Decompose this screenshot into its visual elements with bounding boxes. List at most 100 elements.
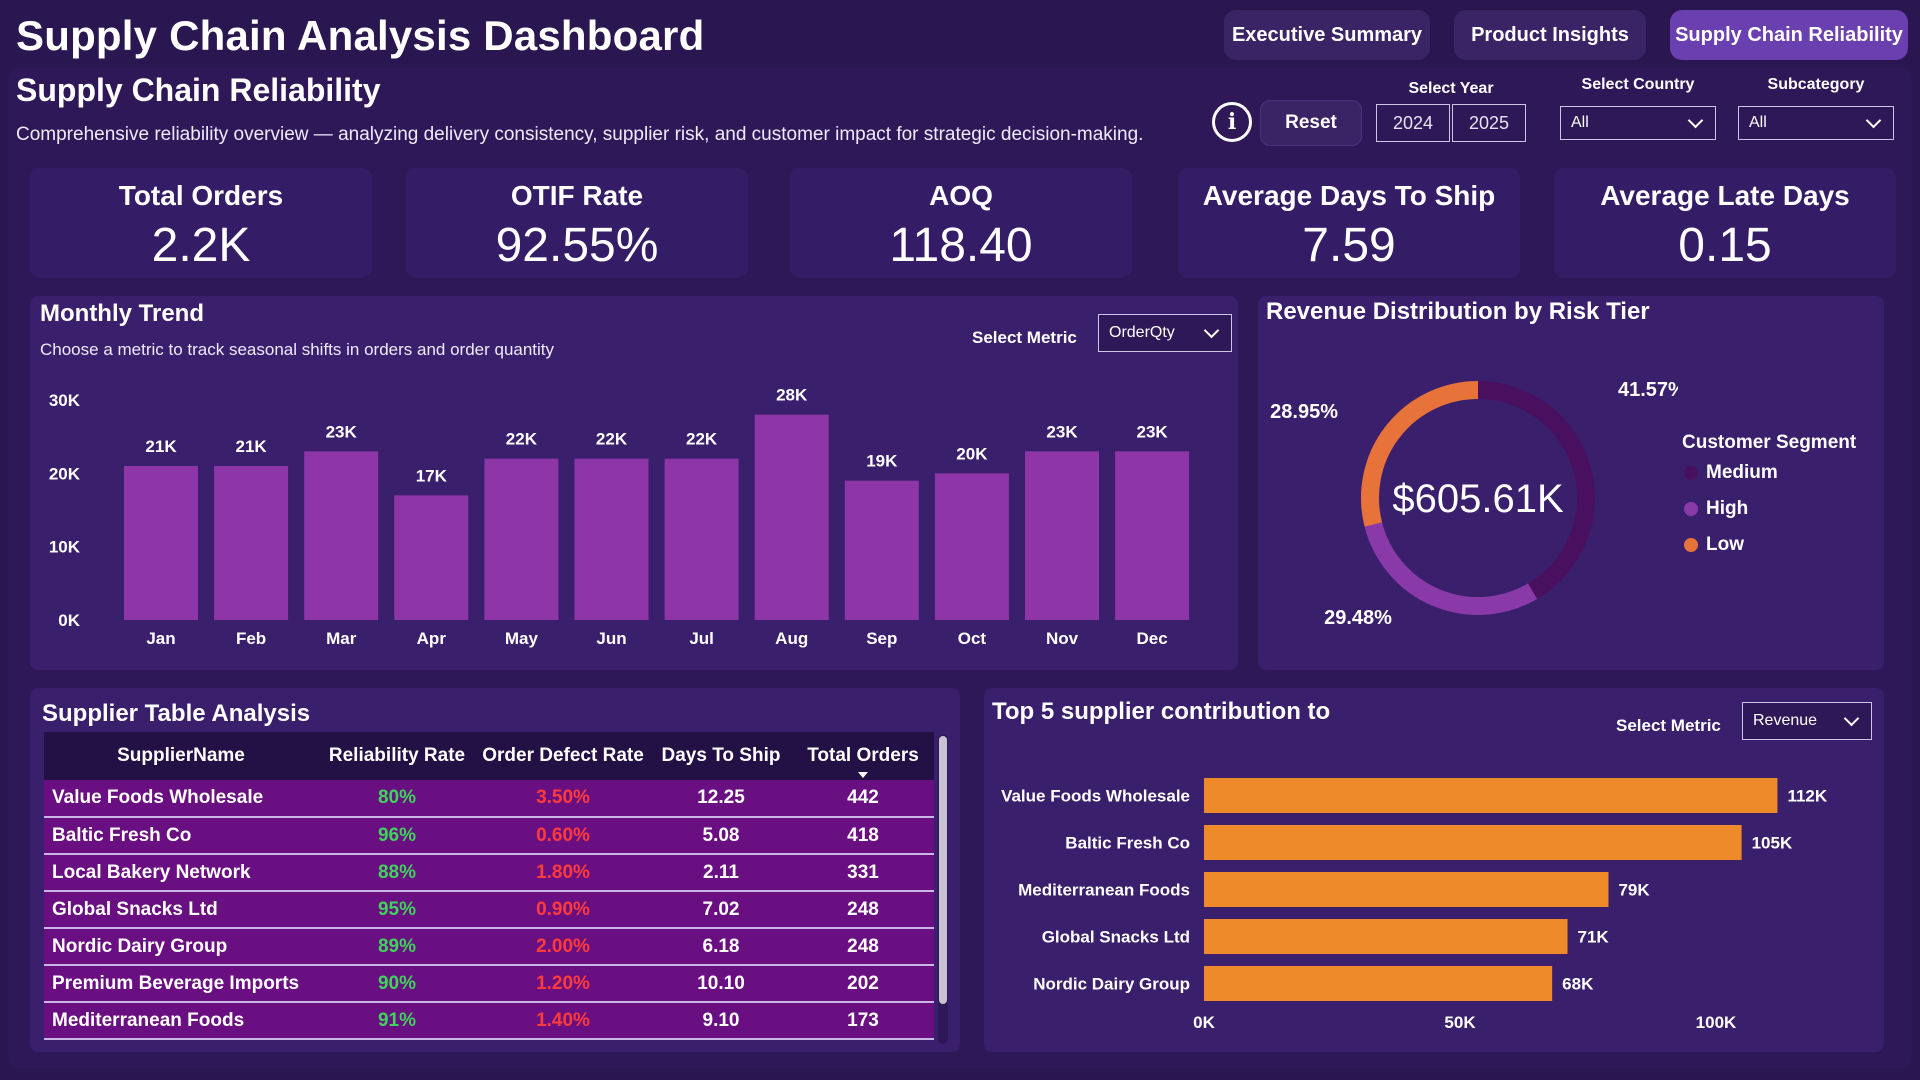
data-label: 23K bbox=[1137, 422, 1169, 441]
supplier-name-cell: Nordic Dairy Group bbox=[44, 928, 318, 966]
column-header-reliability-rate[interactable]: Reliability Rate bbox=[318, 732, 476, 780]
year-2025-button[interactable]: 2025 bbox=[1452, 104, 1526, 142]
reliability-rate-cell: 89% bbox=[318, 928, 476, 966]
reliability-rate-cell: 88% bbox=[318, 854, 476, 892]
monthly-trend-subtitle: Choose a metric to track seasonal shifts… bbox=[40, 340, 555, 359]
data-label: 19K bbox=[866, 452, 898, 471]
chevron-down-icon bbox=[1203, 322, 1220, 338]
data-label: 22K bbox=[686, 430, 718, 449]
monthly-trend-title: Monthly Trend bbox=[40, 300, 204, 327]
chevron-down-icon bbox=[1865, 112, 1882, 128]
tab-supply-chain-reliability[interactable]: Supply Chain Reliability bbox=[1670, 10, 1908, 60]
kpi-average-late-days: Average Late Days 0.15 bbox=[1554, 168, 1896, 278]
total-orders-cell: 173 bbox=[792, 1002, 934, 1040]
supplier-name-cell: Local Bakery Network bbox=[44, 854, 318, 892]
y-tick-label: Baltic Fresh Co bbox=[1065, 834, 1190, 853]
x-tick-label: May bbox=[505, 629, 539, 648]
data-label: 17K bbox=[416, 466, 448, 485]
column-header-suppliername[interactable]: SupplierName bbox=[44, 732, 318, 780]
legend-item-high[interactable]: High bbox=[1684, 498, 1778, 520]
table-row[interactable]: Baltic Fresh Co 96% 0.60% 5.08 418 bbox=[44, 817, 934, 855]
supplier-name-cell: Premium Beverage Imports bbox=[44, 965, 318, 1003]
column-header-total-orders[interactable]: Total Orders bbox=[792, 732, 934, 780]
year-2024-button[interactable]: 2024 bbox=[1376, 104, 1450, 142]
x-tick-label: Mar bbox=[326, 629, 357, 648]
data-label: 105K bbox=[1752, 834, 1793, 853]
subcategory-dropdown-value: All bbox=[1749, 114, 1767, 131]
column-header-days-to-ship[interactable]: Days To Ship bbox=[650, 732, 792, 780]
legend-label: Medium bbox=[1706, 462, 1778, 483]
data-label: 21K bbox=[145, 437, 177, 456]
kpi-otif-rate: OTIF Rate 92.55% bbox=[406, 168, 748, 278]
tab-executive-summary[interactable]: Executive Summary bbox=[1224, 10, 1430, 60]
donut-slice-high bbox=[1364, 522, 1538, 615]
bar bbox=[1204, 872, 1609, 907]
reset-button[interactable]: Reset bbox=[1260, 100, 1362, 146]
reliability-rate-cell: 95% bbox=[318, 891, 476, 929]
bar bbox=[1204, 825, 1742, 860]
legend-label: Low bbox=[1706, 534, 1744, 555]
data-label: 79K bbox=[1618, 881, 1650, 900]
table-row[interactable]: Nordic Dairy Group 89% 2.00% 6.18 248 bbox=[44, 928, 934, 966]
table-row[interactable]: Global Snacks Ltd 95% 0.90% 7.02 248 bbox=[44, 891, 934, 929]
tab-product-insights[interactable]: Product Insights bbox=[1454, 10, 1646, 60]
donut-center-value: $605.61K bbox=[1392, 477, 1564, 521]
donut-slice-medium bbox=[1477, 381, 1595, 599]
reliability-rate-cell: 90% bbox=[318, 965, 476, 1003]
table-row[interactable]: Mediterranean Foods 91% 1.40% 9.10 173 bbox=[44, 1002, 934, 1040]
x-tick-label: 100K bbox=[1696, 1013, 1737, 1032]
kpi-label: AOQ bbox=[929, 180, 993, 211]
column-header-order-defect-rate[interactable]: Order Defect Rate bbox=[476, 732, 650, 780]
legend-swatch bbox=[1684, 466, 1698, 480]
kpi-label: Total Orders bbox=[118, 180, 284, 211]
monthly-metric-dropdown[interactable]: OrderQty bbox=[1098, 314, 1232, 352]
risk-tier-title: Revenue Distribution by Risk Tier bbox=[1266, 298, 1650, 325]
total-orders-cell: 202 bbox=[792, 965, 934, 1003]
table-row[interactable]: Local Bakery Network 88% 1.80% 2.11 331 bbox=[44, 854, 934, 892]
top-suppliers-metric-dropdown[interactable]: Revenue bbox=[1742, 702, 1872, 740]
table-row[interactable]: Premium Beverage Imports 90% 1.20% 10.10 202 bbox=[44, 965, 934, 1003]
country-filter-label: Select Country bbox=[1581, 76, 1695, 93]
y-tick-label: 10K bbox=[49, 538, 81, 557]
sort-descending-icon[interactable] bbox=[858, 772, 868, 778]
data-label: 22K bbox=[596, 430, 628, 449]
total-orders-cell: 418 bbox=[792, 817, 934, 855]
table-row[interactable]: Value Foods Wholesale 80% 3.50% 12.25 442 bbox=[44, 780, 934, 818]
x-tick-label: Aug bbox=[775, 629, 808, 648]
subcategory-dropdown[interactable]: All bbox=[1738, 106, 1894, 140]
subcategory-filter-label: Subcategory bbox=[1767, 76, 1865, 93]
y-tick-label: Value Foods Wholesale bbox=[1001, 787, 1190, 806]
order-defect-rate-cell: 3.50% bbox=[476, 780, 650, 818]
kpi-value: 2.2K bbox=[151, 219, 251, 272]
legend-label: High bbox=[1706, 498, 1749, 519]
chevron-down-icon bbox=[1843, 710, 1860, 726]
supplier-name-cell: Global Snacks Ltd bbox=[44, 891, 318, 929]
bar bbox=[484, 458, 559, 620]
slice-label: 28.95% bbox=[1270, 401, 1338, 423]
bar bbox=[844, 480, 919, 620]
days-to-ship-cell: 9.10 bbox=[650, 1002, 792, 1040]
data-label: 71K bbox=[1578, 928, 1610, 947]
x-tick-label: 0K bbox=[1193, 1013, 1215, 1032]
bar bbox=[754, 414, 829, 620]
y-tick-label: Global Snacks Ltd bbox=[1042, 928, 1190, 947]
legend-item-low[interactable]: Low bbox=[1684, 534, 1778, 556]
order-defect-rate-cell: 1.80% bbox=[476, 854, 650, 892]
bar bbox=[574, 458, 649, 620]
total-orders-cell: 331 bbox=[792, 854, 934, 892]
legend-item-medium[interactable]: Medium bbox=[1684, 462, 1778, 484]
slice-label: 29.48% bbox=[1324, 607, 1392, 629]
info-icon[interactable]: i bbox=[1212, 102, 1252, 142]
top-suppliers-title: Top 5 supplier contribution to bbox=[992, 698, 1331, 725]
legend-swatch bbox=[1684, 538, 1698, 552]
legend-swatch bbox=[1684, 502, 1698, 516]
country-dropdown[interactable]: All bbox=[1560, 106, 1716, 140]
x-tick-label: Sep bbox=[866, 629, 897, 648]
total-orders-cell: 442 bbox=[792, 780, 934, 818]
table-scrollbar-thumb[interactable] bbox=[939, 736, 947, 1004]
days-to-ship-cell: 6.18 bbox=[650, 928, 792, 966]
legend-title: Customer Segment bbox=[1682, 432, 1857, 453]
data-label: 112K bbox=[1787, 787, 1827, 806]
data-label: 23K bbox=[326, 422, 358, 441]
days-to-ship-cell: 5.08 bbox=[650, 817, 792, 855]
